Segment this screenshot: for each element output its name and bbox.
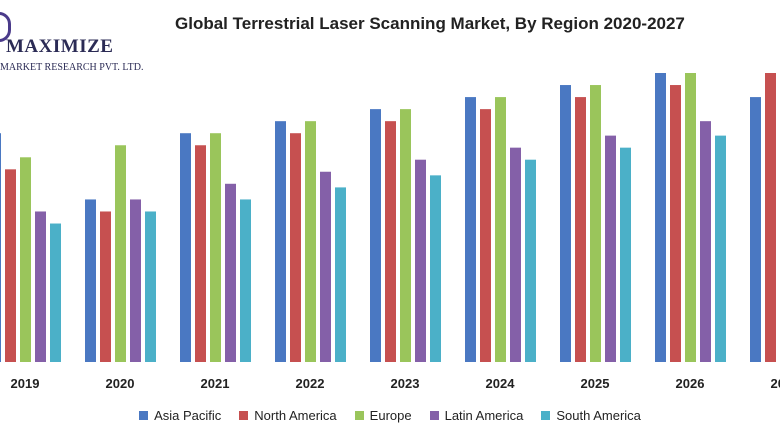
bar-south-america-2019 — [50, 223, 61, 362]
legend-swatch — [139, 411, 149, 420]
legend-item-latin-america: Latin America — [429, 408, 524, 423]
bar-latin-america-2023 — [415, 159, 426, 362]
legend-item-south-america: South America — [541, 408, 641, 423]
bar-europe-2026 — [685, 73, 696, 362]
bar-europe-2023 — [400, 109, 411, 362]
x-tick-label: 2022 — [296, 376, 325, 391]
bar-north-america-2021 — [195, 145, 206, 362]
chart-title: Global Terrestrial Laser Scanning Market… — [175, 14, 685, 33]
bar-south-america-2024 — [525, 159, 536, 362]
bar-south-america-2020 — [145, 211, 156, 362]
x-tick-label: 2019 — [11, 376, 40, 391]
bar-south-america-2021 — [240, 199, 251, 362]
bar-south-america-2023 — [430, 175, 441, 362]
bar-latin-america-2026 — [700, 121, 711, 363]
bar-europe-2020 — [115, 145, 126, 362]
bar-north-america-2024 — [480, 109, 491, 362]
bar-asia-pacific-2027 — [750, 97, 761, 362]
x-tick-label: 2027 — [771, 376, 780, 391]
bar-latin-america-2019 — [35, 211, 46, 362]
x-tick-label: 2021 — [201, 376, 230, 391]
x-tick-label: 2020 — [106, 376, 135, 391]
bar-latin-america-2021 — [225, 183, 236, 362]
legend-swatch — [429, 411, 439, 420]
bar-north-america-2026 — [670, 85, 681, 363]
x-tick-label: 2024 — [486, 376, 516, 391]
bar-asia-pacific-2020 — [85, 199, 96, 362]
legend-swatch — [239, 411, 249, 420]
bar-latin-america-2024 — [510, 147, 521, 362]
legend-item-asia-pacific: Asia Pacific — [139, 408, 221, 423]
bar-asia-pacific-2021 — [180, 133, 191, 362]
logo-name: MAXIMIZE — [6, 36, 114, 57]
bar-north-america-2019 — [5, 169, 16, 362]
bar-asia-pacific-2025 — [560, 85, 571, 363]
logo-subtitle: MARKET RESEARCH PVT. LTD. — [0, 62, 144, 73]
bar-asia-pacific-2023 — [370, 109, 381, 362]
bar-europe-2019 — [20, 157, 31, 362]
bar-north-america-2023 — [385, 121, 396, 363]
bar-north-america-2020 — [100, 211, 111, 362]
legend-label: Asia Pacific — [154, 408, 222, 423]
legend: Asia Pacific North America Europe Latin Ame… — [0, 408, 780, 423]
bar-latin-america-2022 — [320, 171, 331, 362]
legend-label: South America — [556, 408, 641, 423]
legend-item-europe: Europe — [354, 408, 412, 423]
x-tick-label: 2025 — [581, 376, 610, 391]
bar-north-america-2022 — [290, 133, 301, 362]
x-tick-label: 2026 — [676, 376, 705, 391]
bar-asia-pacific-2024 — [465, 97, 476, 362]
bar-latin-america-2020 — [130, 199, 141, 362]
bar-europe-2022 — [305, 121, 316, 363]
x-tick-label: 2023 — [391, 376, 420, 391]
bar-asia-pacific-2019 — [0, 133, 1, 362]
legend-item-north-america: North America — [239, 408, 337, 423]
bar-south-america-2026 — [715, 135, 726, 362]
logo: MAXIMIZE MARKET RESEARCH PVT. LTD. — [0, 6, 170, 73]
legend-swatch — [354, 411, 364, 420]
bar-europe-2021 — [210, 133, 221, 362]
legend-swatch — [541, 411, 551, 420]
bar-latin-america-2025 — [605, 135, 616, 362]
bar-europe-2024 — [495, 97, 506, 362]
bar-europe-2025 — [590, 85, 601, 363]
legend-label: North America — [254, 408, 337, 423]
bar-chart: 2019 2020 2021 2022 2023 2024 2025 2026 2027 — [0, 73, 780, 391]
bar-asia-pacific-2022 — [275, 121, 286, 363]
bar-north-america-2027 — [765, 73, 776, 362]
legend-label: Latin America — [444, 408, 524, 423]
legend-label: Europe — [369, 408, 412, 423]
bar-south-america-2025 — [620, 147, 631, 362]
bar-south-america-2022 — [335, 187, 346, 362]
bar-asia-pacific-2026 — [655, 73, 666, 362]
bar-north-america-2025 — [575, 97, 586, 362]
